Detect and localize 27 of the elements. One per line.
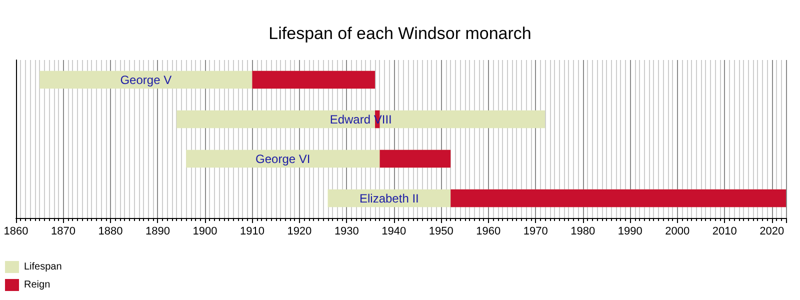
x-tick-label: 1860 (4, 226, 28, 238)
x-tick-label: 1980 (570, 226, 596, 238)
x-tick-label: 1870 (50, 226, 76, 238)
y-tick-label: George V (120, 72, 172, 87)
x-tick-label: 1920 (287, 226, 312, 238)
bar (450, 189, 786, 208)
bar (252, 70, 376, 89)
bar (176, 110, 546, 128)
x-tick-label: 1950 (428, 226, 454, 238)
x-tick-label: 1970 (523, 226, 548, 238)
x-tick-label: 2010 (712, 226, 737, 238)
x-tick-label: 1900 (192, 226, 218, 238)
legend-label: Lifespan (24, 262, 62, 272)
x-tick-label: 1890 (145, 226, 170, 238)
legend-label: Reign (24, 280, 50, 290)
x-tick-label: 1940 (382, 226, 406, 238)
y-tick-label: George VI (256, 152, 310, 166)
y-tick-label: Elizabeth II (360, 191, 419, 206)
x-tick-label: 1990 (618, 226, 642, 238)
x-tick-label: 1960 (476, 226, 501, 238)
x-tick-label: 1880 (98, 226, 123, 238)
x-tick-label: 1910 (240, 226, 264, 238)
x-tick-label: 1930 (334, 226, 359, 238)
x-tick-label: 2000 (665, 226, 690, 238)
x-tick-label: 2020 (760, 226, 784, 238)
bar (380, 150, 451, 168)
chart-title: Lifespan of each Windsor monarch (268, 24, 532, 43)
